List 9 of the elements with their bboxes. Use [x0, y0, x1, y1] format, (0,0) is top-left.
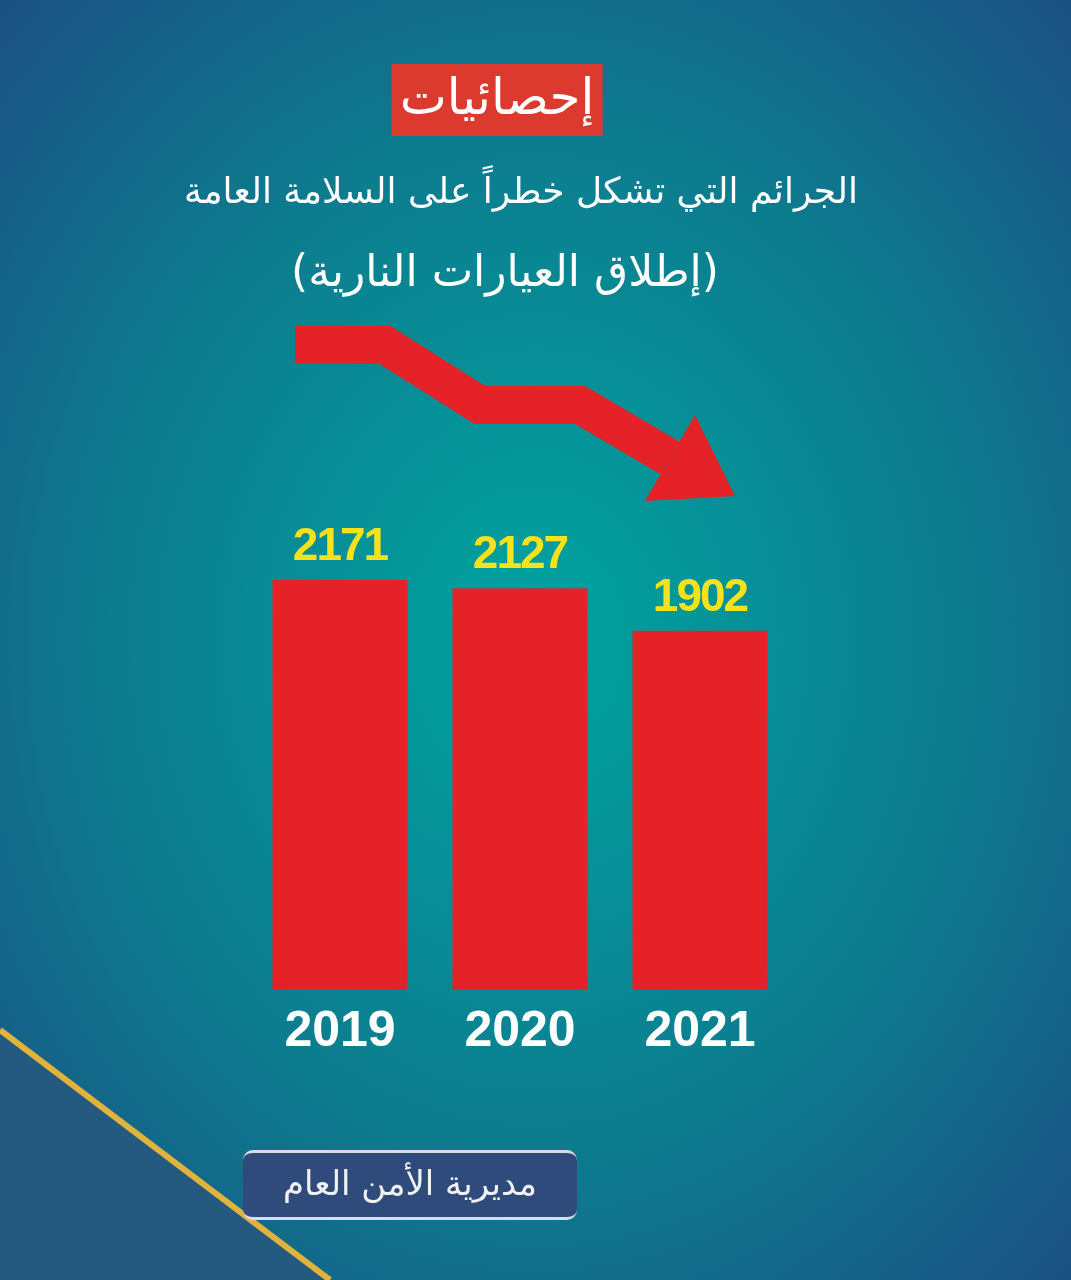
x-tick-label: 2020 — [464, 1001, 576, 1057]
data-label: 2171 — [292, 518, 389, 570]
text: مديرية الأمن العام — [242, 1150, 578, 1220]
text: (إطلاق العيارات النارية) — [291, 245, 719, 296]
chart-title: إحصائيات — [391, 64, 603, 136]
data-label: 2127 — [472, 526, 568, 579]
x-tick-label: 2019 — [284, 1001, 396, 1057]
x-tick-label: 2021 — [644, 1001, 756, 1057]
data-label: 1902 — [652, 568, 748, 621]
